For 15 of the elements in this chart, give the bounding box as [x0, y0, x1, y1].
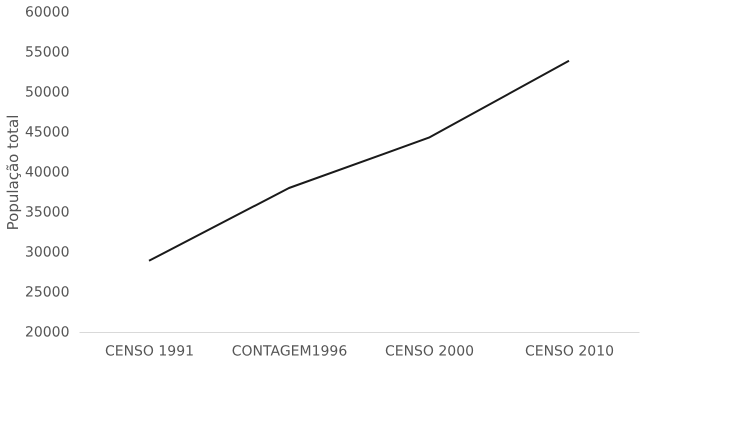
line-series [148, 60, 570, 262]
y-tick-label: 45000 [24, 124, 70, 140]
y-tick-label: 40000 [24, 164, 70, 180]
y-tick-label: 50000 [24, 84, 70, 100]
x-tick-label: CENSO 2000 [384, 344, 474, 360]
x-tick-label: CENSO 2010 [524, 344, 614, 360]
x-tick-label: CONTAGEM1996 [232, 344, 348, 360]
y-axis-title: População total [4, 114, 22, 230]
y-tick-label: 25000 [24, 284, 70, 300]
x-tick-label: CENSO 1991 [104, 344, 194, 360]
y-tick-label: 55000 [24, 44, 70, 60]
y-tick-label: 60000 [24, 4, 70, 20]
y-tick-label: 35000 [24, 204, 70, 220]
y-tick-label: 20000 [24, 324, 70, 340]
y-tick-label: 30000 [24, 244, 70, 260]
